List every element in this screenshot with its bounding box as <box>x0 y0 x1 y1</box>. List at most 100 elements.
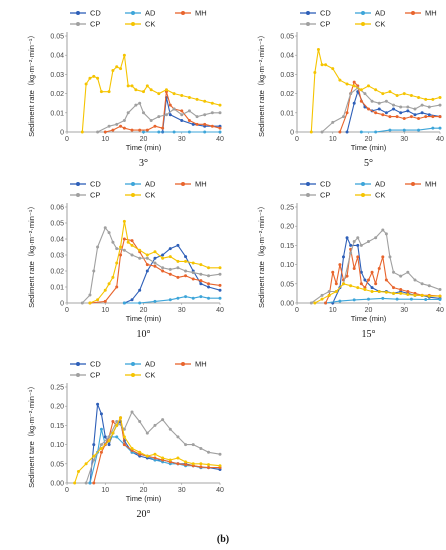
data-point-cd <box>406 109 410 113</box>
x-tick-label: 30 <box>400 307 408 314</box>
data-point-cp <box>153 261 157 265</box>
data-point-ck <box>122 53 126 57</box>
data-point-mh <box>199 465 203 469</box>
chart-panel-4: 0.00 0.05 0.10 0.15 0.20 0.25 0 10 20 30 40 Time (m… <box>27 360 224 520</box>
data-point-cp <box>420 282 424 286</box>
data-point-cp <box>384 99 388 103</box>
data-point-mh <box>409 115 413 119</box>
data-point-ck <box>149 88 153 92</box>
legend-swatch-marker <box>181 182 185 186</box>
data-point-ck <box>119 416 123 420</box>
data-point-cp <box>399 274 403 278</box>
y-tick-label: 0.03 <box>50 253 64 260</box>
data-point-cp <box>420 103 424 107</box>
data-point-ck <box>115 423 119 427</box>
data-point-ck <box>126 240 130 244</box>
legend-label-ad: AD <box>375 180 386 189</box>
data-point-cd <box>349 243 353 247</box>
chart-panel-2: 0 0.01 0.02 0.03 0.04 0.05 0.06 0 10 20 30 40 Time (… <box>27 180 224 340</box>
data-point-cp <box>145 431 149 435</box>
data-point-cd <box>345 236 349 240</box>
y-tick-label: 0.02 <box>280 91 294 98</box>
y-tick-label: 0.06 <box>50 205 64 212</box>
data-point-mh <box>176 462 180 466</box>
data-point-cp <box>210 111 214 115</box>
data-point-ck <box>374 88 378 92</box>
data-point-mh <box>184 463 188 467</box>
data-point-mh <box>187 118 191 122</box>
data-point-cd <box>130 298 134 302</box>
data-point-ck <box>130 84 134 88</box>
data-point-cd <box>96 402 100 406</box>
x-tick-label: 20 <box>365 307 373 314</box>
data-point-ck <box>176 259 180 263</box>
data-point-ck <box>409 94 413 98</box>
y-tick-label: 0.05 <box>280 34 294 41</box>
data-point-ad <box>138 301 142 305</box>
data-point-mh <box>103 130 107 134</box>
y-tick-label: 0 <box>60 301 64 308</box>
data-point-cp <box>392 103 396 107</box>
data-point-mh <box>180 109 184 113</box>
data-point-ck <box>92 454 96 458</box>
legend-swatch-marker <box>131 373 135 377</box>
data-point-ck <box>130 243 134 247</box>
data-point-ad <box>218 296 222 300</box>
data-point-ck <box>187 95 191 99</box>
data-point-ck <box>320 63 324 67</box>
data-point-mh <box>161 269 165 273</box>
x-tick-label: 0 <box>295 307 299 314</box>
legend-label-cp: CP <box>90 20 100 29</box>
data-point-cd <box>392 107 396 111</box>
data-point-cp <box>191 271 195 275</box>
data-point-mh <box>176 275 180 279</box>
x-tick-label: 30 <box>178 307 186 314</box>
x-tick-label: 10 <box>329 136 337 143</box>
data-point-cp <box>218 272 222 276</box>
figure-label: (b) <box>217 534 229 545</box>
data-point-cd <box>359 270 363 274</box>
data-point-ck <box>381 92 385 96</box>
data-point-mh <box>111 420 115 424</box>
data-point-mh <box>338 130 342 134</box>
data-point-ck <box>334 289 338 293</box>
data-point-ck <box>172 92 176 96</box>
data-point-ad <box>381 296 385 300</box>
data-point-ck <box>313 301 317 305</box>
data-point-ck <box>111 69 115 73</box>
x-tick-label: 20 <box>365 136 373 143</box>
y-tick-label: 0.04 <box>50 53 64 60</box>
data-point-mh <box>406 289 410 293</box>
data-point-ck <box>107 439 111 443</box>
data-point-mh <box>392 286 396 290</box>
data-point-ck <box>417 95 421 99</box>
data-point-cd <box>399 111 403 115</box>
data-point-cp <box>427 284 431 288</box>
data-point-ck <box>161 456 165 460</box>
data-point-ck <box>119 67 123 71</box>
legend-swatch-marker <box>131 22 135 26</box>
x-tick-label: 0 <box>295 136 299 143</box>
data-point-cp <box>176 435 180 439</box>
data-point-cp <box>363 92 367 96</box>
data-point-cd <box>352 101 356 105</box>
data-point-ck <box>96 298 100 302</box>
data-point-cp <box>142 111 145 115</box>
data-point-mh <box>352 80 356 84</box>
data-point-ck <box>122 435 126 439</box>
legend-label-cd: CD <box>90 360 101 369</box>
data-point-cp <box>207 274 211 278</box>
legend-swatch-marker <box>131 11 135 15</box>
data-point-ck <box>320 297 324 301</box>
data-point-cp <box>191 443 195 447</box>
data-point-ck <box>203 99 207 103</box>
data-point-cd <box>420 111 424 115</box>
data-point-mh <box>168 272 172 276</box>
data-point-cd <box>103 435 107 439</box>
data-point-cp <box>115 122 119 126</box>
data-point-ck <box>157 92 161 96</box>
data-point-ck <box>395 94 399 98</box>
y-tick-label: 0.05 <box>50 221 64 228</box>
data-point-mh <box>119 124 123 128</box>
